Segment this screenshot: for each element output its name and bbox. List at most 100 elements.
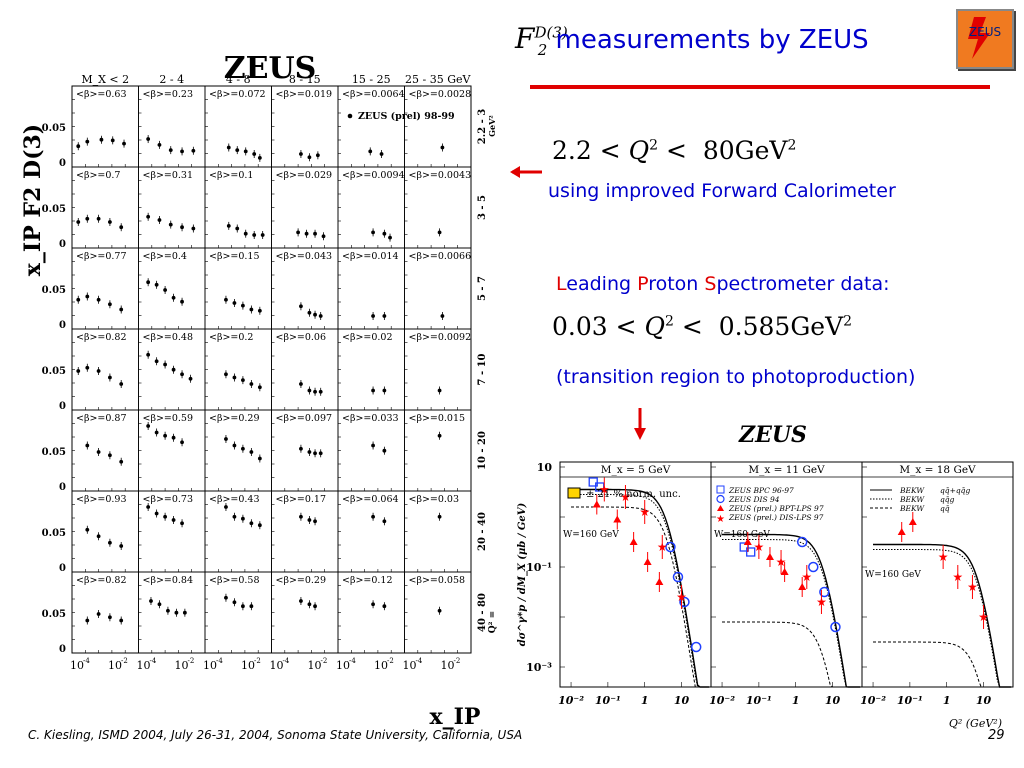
data-point — [146, 352, 151, 357]
data-point — [96, 534, 101, 539]
x-tick-label: 10 — [203, 659, 217, 672]
data-point — [154, 359, 159, 364]
data-point — [437, 608, 442, 613]
x-tick-exp: -4 — [349, 657, 356, 665]
y-tick-10: 10 — [537, 461, 553, 474]
dis-lps-point: ★ — [639, 505, 650, 519]
mx-bin-label: 8 - 15 — [289, 73, 321, 86]
data-point — [85, 216, 90, 221]
beta-label: <β>=0.03 — [409, 494, 460, 505]
beta-label: <β>=0.12 — [342, 575, 393, 586]
data-point — [232, 514, 237, 519]
footer-citation: C. Kiesling, ISMD 2004, July 26-31, 2004… — [28, 728, 523, 742]
x-axis-label: x_IP — [430, 704, 481, 730]
lps-word-roton: roton — [648, 273, 705, 295]
x-tick-label: 10⁻¹ — [595, 694, 621, 707]
data-point — [371, 230, 375, 235]
lps-letter-s: S — [704, 273, 717, 295]
beta-label: <β>=0.0064 — [342, 89, 405, 100]
x-tick-label: 10 — [241, 659, 255, 672]
data-point — [154, 282, 159, 287]
data-point — [313, 312, 317, 317]
q2-unit-exp: 2 — [787, 137, 797, 154]
dis-lps-point: ★ — [816, 595, 827, 609]
data-point — [371, 602, 375, 607]
data-point — [76, 220, 81, 224]
legend-curve-desc: qq̄+qq̄g — [940, 486, 970, 495]
x-tick-label: 10 — [403, 659, 417, 672]
page-number: 29 — [988, 728, 1005, 743]
data-point — [163, 433, 168, 438]
data-point — [296, 230, 300, 235]
data-point — [368, 149, 373, 154]
beta-label: <β>=0.43 — [209, 494, 260, 505]
title-underline — [530, 85, 990, 89]
x-tick-label: 10 — [308, 659, 322, 672]
data-point — [180, 440, 184, 445]
x-axis-label-right: Q² (GeV²) — [949, 717, 1002, 730]
dis-lps-point: ★ — [938, 550, 949, 564]
data-point — [307, 518, 312, 522]
y-tick-005: 0.05 — [42, 366, 66, 377]
q2-prefix-label: Q² = — [488, 611, 498, 633]
data-point — [307, 602, 312, 607]
legend-dis-marker — [716, 494, 725, 504]
beta-label: <β>=0.87 — [76, 413, 127, 424]
mx-bin-label: 4 - 8 — [226, 73, 251, 86]
dis-lps-point: ★ — [620, 490, 631, 504]
x-tick-label: 10 — [374, 659, 388, 672]
dis-point — [819, 586, 830, 598]
bpt-lps-point — [908, 518, 917, 525]
q2-bin-label: 3 - 5 — [477, 195, 488, 220]
data-point — [119, 544, 124, 548]
q2-range-lps: 0.03 < Q2 < 0.585GeV2 — [552, 312, 853, 341]
norm-unc-label: ± 21 % norm. unc. — [586, 489, 681, 500]
data-point — [226, 224, 231, 228]
x-tick-exp: -2 — [188, 657, 195, 665]
beta-label: <β>=0.0066 — [409, 251, 472, 262]
data-point — [257, 156, 262, 160]
lightning-icon — [968, 17, 990, 59]
dis-lps-point: ★ — [952, 570, 963, 584]
data-point — [382, 604, 387, 609]
beta-label: <β>=0.029 — [276, 170, 333, 181]
curve-qq — [571, 506, 710, 688]
data-point — [241, 303, 245, 308]
w-label: W=160 GeV — [865, 570, 921, 580]
data-point — [119, 225, 124, 230]
x-tick-label: 10 — [674, 694, 690, 707]
y-tick-005: 0.05 — [42, 528, 66, 539]
y-axis-label: x_IP F2 D(3) — [20, 124, 46, 276]
data-point — [191, 148, 196, 153]
data-point — [180, 149, 184, 154]
x-tick-label: 10⁻¹ — [897, 694, 923, 707]
mx-bin-label: 2 - 4 — [159, 73, 184, 86]
data-point — [110, 138, 115, 143]
data-point — [299, 152, 303, 156]
data-point — [119, 618, 124, 623]
x-tick-exp: -4 — [216, 657, 223, 665]
q2-unit-label: GeV² — [487, 115, 497, 137]
x-tick-label: 10 — [137, 659, 151, 672]
x-tick-exp: -2 — [121, 657, 128, 665]
curve-qqg — [722, 539, 861, 688]
beta-label: <β>=0.63 — [76, 89, 127, 100]
x-tick-exp: -4 — [416, 657, 423, 665]
bpt-lps-point — [643, 558, 652, 565]
beta-label: <β>=0.73 — [143, 494, 194, 505]
x-tick-label: 10 — [108, 659, 122, 672]
chart-title-right: ZEUS — [738, 422, 807, 448]
beta-label: <β>=0.058 — [409, 575, 466, 586]
data-point — [96, 297, 101, 302]
data-point — [243, 231, 248, 236]
data-point — [307, 155, 312, 160]
q2-bin-label: 2.2 - 3 — [477, 109, 488, 145]
data-point — [182, 610, 187, 615]
q2-var-lps: Q — [644, 312, 666, 341]
y-tick-zero: 0 — [59, 644, 66, 655]
data-point — [241, 516, 245, 521]
data-point — [249, 604, 254, 609]
q2-high-lps: 0.585 — [718, 312, 791, 341]
q2-low-lps: 0.03 — [552, 312, 608, 341]
data-point — [371, 514, 375, 519]
